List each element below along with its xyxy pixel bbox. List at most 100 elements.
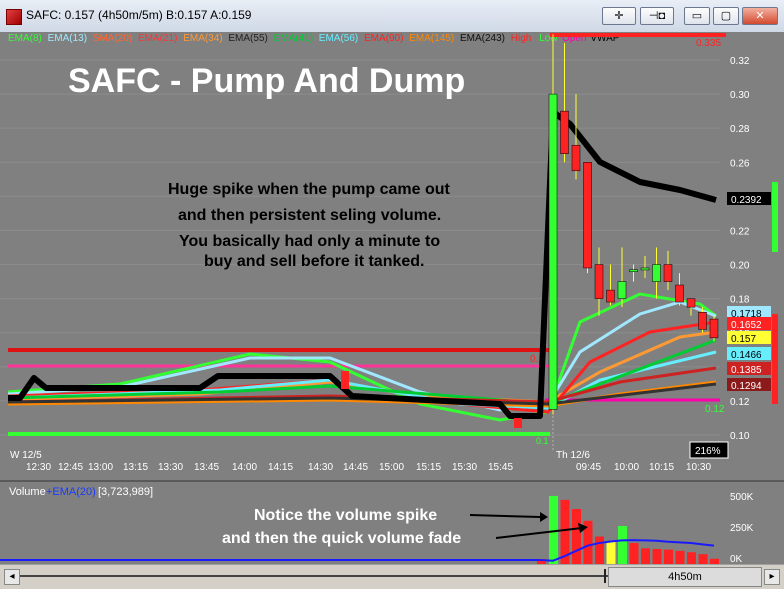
price-tag: 0.157 [731, 334, 756, 345]
time-label: 12:30 [26, 462, 51, 473]
time-label: 14:15 [268, 462, 293, 473]
vwap-line [8, 109, 717, 419]
time-label: 09:45 [576, 462, 601, 473]
volume-axis: 500K 250K 0K [730, 492, 754, 565]
candle-body [709, 318, 719, 339]
scroll-marker [604, 569, 606, 583]
moving-average-line [7, 300, 717, 412]
volume-ema-line [0, 539, 715, 562]
legend-item: EMA(145) [409, 33, 454, 44]
legend-item: High [511, 33, 532, 44]
note-line: You basically had only a minute to [179, 233, 440, 250]
candle-body [571, 144, 581, 172]
arrow-head-icon [578, 523, 588, 533]
maximize-button[interactable]: ▢ [713, 7, 739, 25]
volume-bar [675, 550, 685, 564]
time-label: 13:15 [123, 462, 148, 473]
volume-bar [560, 499, 570, 564]
price-tick: 0.12 [730, 397, 750, 408]
volume-tick: 250K [730, 523, 754, 534]
legend-item: Open [562, 33, 586, 44]
minimize-button[interactable]: ▭ [684, 7, 710, 25]
arrow-line [495, 527, 583, 539]
moving-average-line [7, 338, 717, 406]
scale-bar [772, 182, 778, 252]
volume-bar [572, 509, 581, 564]
moving-average-line [7, 292, 717, 422]
volume-bar [698, 554, 708, 564]
legend-item: EMA(13) [48, 33, 87, 44]
panel-separator[interactable] [0, 480, 784, 482]
price-tick: 0.32 [730, 56, 750, 67]
scroll-thumb[interactable]: 4h50m [608, 567, 762, 587]
time-label: 14:00 [232, 462, 257, 473]
legend-item: EMA(8) [8, 33, 42, 44]
candle-body [675, 284, 684, 303]
price-chart-panel[interactable]: EMA(8) EMA(13) SMA(20) EMA(21) EMA(34) EMA(55… [0, 32, 784, 480]
close-button[interactable]: ✕ [742, 7, 778, 25]
candle-body [686, 298, 696, 308]
open-label: 0.12 [705, 404, 725, 415]
legend-item: VWAP [590, 33, 619, 44]
note-annotation: Huge spike when the pump came out and the… [168, 181, 450, 270]
window-title: SAFC: 0.157 (4h50m/5m) B:0.157 A:0.159 [26, 8, 252, 22]
price-tag: 0.1466 [731, 350, 762, 361]
scroll-left-arrow-icon[interactable]: ◂ [4, 569, 20, 585]
legend-item: EMA(243) [460, 33, 505, 44]
candle-body [583, 162, 592, 269]
candle-body [514, 418, 522, 428]
price-tick: 0.26 [730, 158, 750, 169]
zoom-badge [689, 441, 729, 459]
price-tick: 0.20 [730, 261, 750, 272]
volume-value: [3,723,989] [98, 486, 153, 498]
volume-bar [710, 558, 719, 564]
volume-bar [606, 541, 616, 564]
price-tag-bg [727, 331, 771, 344]
indicator-legend: EMA(8) EMA(13) SMA(20) EMA(21) EMA(34) EMA(55… [8, 33, 620, 44]
legend-item: EMA(21) [138, 33, 177, 44]
time-label: 15:15 [416, 462, 441, 473]
time-label: 15:45 [488, 462, 513, 473]
prior-label: 0.1 [530, 354, 544, 365]
legend-item: EMA(56) [319, 33, 358, 44]
time-label: 13:30 [158, 462, 183, 473]
candle-body [629, 269, 638, 272]
time-label: 14:30 [308, 462, 333, 473]
arrow-head-icon [540, 512, 548, 522]
candles [341, 34, 719, 428]
volume-tick: 500K [730, 492, 754, 503]
volume-tick: 0K [730, 554, 743, 564]
time-label: 15:30 [452, 462, 477, 473]
note-line: and then persistent seling volume. [178, 207, 441, 224]
candle-body [606, 289, 615, 303]
volume-bar [641, 548, 650, 564]
candle-body [560, 110, 569, 154]
volume-bar [687, 552, 696, 564]
high-label: 0.335 [696, 38, 721, 49]
volume-panel[interactable]: Volume +EMA(20) [3,723,989] 500K 250K 0K N… [0, 482, 784, 565]
price-tag: 0.1294 [731, 381, 762, 392]
price-tick: 0.18 [730, 295, 750, 306]
volume-note-line: Notice the volume spike [254, 507, 437, 524]
price-tick: 0.22 [730, 226, 750, 237]
volume-bar [537, 559, 546, 564]
time-scrollbar[interactable]: ◂ 4h50m ▸ [0, 564, 784, 589]
volume-bar [618, 526, 627, 564]
note-line: Huge spike when the pump came out [168, 181, 450, 198]
volume-chart[interactable]: Volume +EMA(20) [3,723,989] 500K 250K 0K N… [0, 482, 784, 565]
legend-item: EMA(55) [228, 33, 267, 44]
price-chart[interactable]: EMA(8) EMA(13) SMA(20) EMA(21) EMA(34) EMA(55… [0, 32, 784, 480]
volume-ema-label: +EMA(20) [46, 486, 96, 498]
scroll-track[interactable] [20, 575, 760, 577]
scroll-right-arrow-icon[interactable]: ▸ [764, 569, 780, 585]
time-label: 10:00 [614, 462, 639, 473]
indicator-lines: 0.335 0.12 0.1 0.1 [7, 33, 726, 446]
price-tag: 0.2392 [731, 195, 762, 206]
time-label: 14:45 [343, 462, 368, 473]
candle-body [594, 264, 604, 299]
time-label: 13:00 [88, 462, 113, 473]
crosshair-button[interactable]: ✛ [602, 7, 636, 25]
candle-body [548, 93, 558, 410]
price-tag-bg [727, 347, 771, 360]
pin-button[interactable]: ⊣◘ [640, 7, 674, 25]
